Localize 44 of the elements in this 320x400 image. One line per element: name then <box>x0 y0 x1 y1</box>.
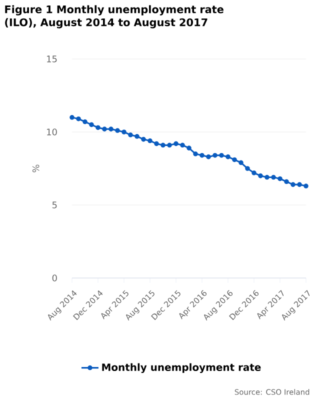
point <box>297 182 302 187</box>
y-tick-label: 10 <box>47 128 57 136</box>
y-axis-title: % <box>32 164 40 172</box>
point <box>89 122 94 128</box>
point <box>290 182 296 187</box>
point <box>278 176 282 182</box>
point <box>271 174 276 180</box>
point <box>108 126 114 132</box>
point <box>180 142 185 148</box>
point <box>128 132 133 138</box>
point <box>115 128 120 133</box>
point <box>264 174 270 180</box>
point <box>193 152 198 156</box>
point <box>96 125 100 130</box>
point <box>70 115 74 120</box>
point <box>226 154 230 160</box>
point <box>186 146 192 150</box>
point <box>200 152 204 158</box>
point <box>174 141 178 146</box>
point <box>238 160 244 166</box>
point <box>160 142 166 148</box>
point <box>304 184 308 188</box>
y-tick-label: 15 <box>47 56 57 62</box>
legend-label: Monthly unemployment rate <box>102 363 261 373</box>
point <box>258 173 263 178</box>
point <box>284 179 289 184</box>
chart-title: Figure 1 Monthly unemployment rate (ILO), August 2014 to August 2017 <box>5 5 224 28</box>
point <box>102 126 107 132</box>
y-tick-label: 0 <box>52 274 57 282</box>
y-tick-label: 5 <box>52 202 57 208</box>
point <box>167 142 172 148</box>
point <box>219 152 224 158</box>
point <box>154 141 159 146</box>
point <box>252 170 256 176</box>
point <box>134 134 140 139</box>
point <box>232 157 237 162</box>
point <box>76 116 81 122</box>
point <box>212 152 218 158</box>
point <box>122 130 126 134</box>
point <box>245 166 250 171</box>
point <box>206 154 211 160</box>
point <box>141 136 146 142</box>
point <box>148 138 152 144</box>
point <box>82 119 88 124</box>
